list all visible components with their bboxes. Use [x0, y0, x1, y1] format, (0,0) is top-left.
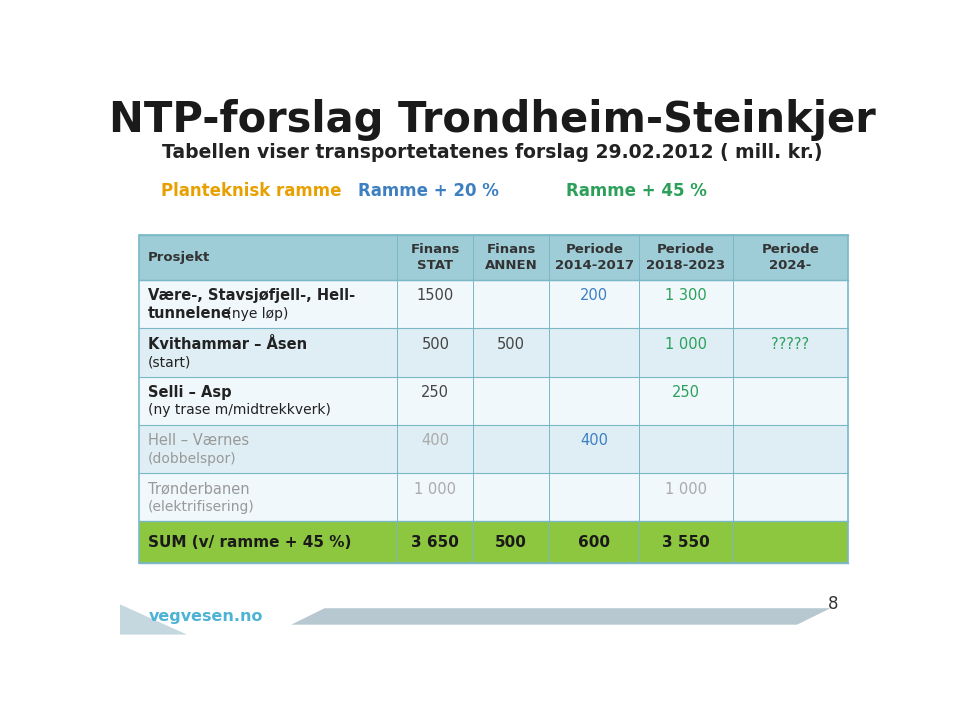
Text: 500: 500 [495, 535, 527, 550]
Text: Prosjekt: Prosjekt [148, 251, 210, 264]
Text: (start): (start) [148, 355, 191, 369]
Bar [138, 425, 848, 473]
Text: (dobbelspor): (dobbelspor) [148, 451, 236, 466]
Text: 1 000: 1 000 [665, 337, 707, 352]
Bar [138, 280, 848, 328]
Text: Hell – Værnes: Hell – Værnes [148, 434, 249, 448]
Text: NTP-forslag Trondheim-Steinkjer: NTP-forslag Trondheim-Steinkjer [108, 99, 876, 141]
Text: ?????: ????? [771, 337, 809, 352]
Bar [138, 235, 848, 280]
Bar [138, 473, 848, 521]
Text: 8: 8 [828, 595, 838, 613]
Text: 600: 600 [578, 535, 611, 550]
Text: Finans
ANNEN: Finans ANNEN [485, 243, 538, 272]
Text: Finans
STAT: Finans STAT [411, 243, 460, 272]
Text: 500: 500 [497, 337, 525, 352]
Text: 400: 400 [580, 434, 608, 448]
Text: Selli – Asp: Selli – Asp [148, 385, 231, 400]
Text: Periode
2014-2017: Periode 2014-2017 [555, 243, 634, 272]
Text: 1 000: 1 000 [415, 481, 456, 496]
Text: (nye løp): (nye løp) [223, 307, 289, 321]
Text: 250: 250 [421, 385, 449, 400]
Text: Planteknisk ramme: Planteknisk ramme [161, 182, 342, 200]
Polygon shape [120, 605, 187, 635]
Text: Ramme + 45 %: Ramme + 45 % [566, 182, 708, 200]
Text: Kvithammar – Åsen: Kvithammar – Åsen [148, 337, 307, 352]
Text: (elektrifisering): (elektrifisering) [148, 500, 254, 514]
Text: Ramme + 20 %: Ramme + 20 % [358, 182, 499, 200]
Text: Tabellen viser transportetatenes forslag 29.02.2012 ( mill. kr.): Tabellen viser transportetatenes forslag… [161, 143, 823, 162]
Text: 250: 250 [672, 385, 700, 400]
Text: 400: 400 [421, 434, 449, 448]
Text: Være-, Stavsjøfjell-, Hell-: Være-, Stavsjøfjell-, Hell- [148, 288, 355, 303]
Text: 200: 200 [580, 288, 609, 303]
Bar [138, 521, 848, 563]
Text: Trønderbanen: Trønderbanen [148, 481, 250, 496]
Text: Periode
2018-2023: Periode 2018-2023 [646, 243, 726, 272]
Text: vegvesen.no: vegvesen.no [148, 609, 263, 624]
Bar [138, 328, 848, 376]
Text: 500: 500 [421, 337, 449, 352]
Polygon shape [291, 608, 830, 625]
Text: 1500: 1500 [417, 288, 454, 303]
Text: Periode
2024-: Periode 2024- [761, 243, 819, 272]
Text: 3 650: 3 650 [412, 535, 459, 550]
Text: 3 550: 3 550 [662, 535, 709, 550]
Text: SUM (v/ ramme + 45 %): SUM (v/ ramme + 45 %) [148, 535, 351, 550]
Text: 1 300: 1 300 [665, 288, 707, 303]
Bar [138, 376, 848, 425]
Text: tunnelene: tunnelene [148, 306, 231, 322]
Text: (ny trase m/midtrekkverk): (ny trase m/midtrekkverk) [148, 404, 330, 417]
Text: 1 000: 1 000 [665, 481, 707, 496]
